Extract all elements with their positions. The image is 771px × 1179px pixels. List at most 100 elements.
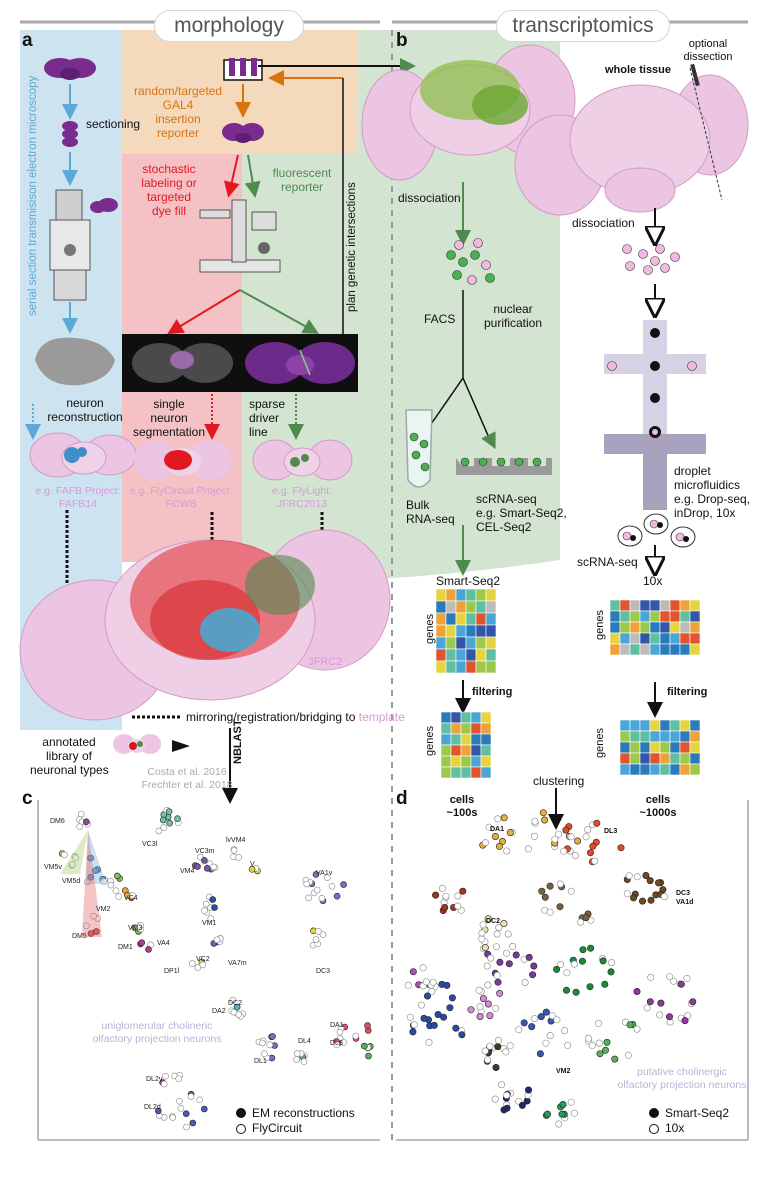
single-neuron-label: single neuron segmentation <box>132 397 206 439</box>
genes-label-2: genes <box>424 726 436 756</box>
dissociation-left-label: dissociation <box>398 191 461 205</box>
genes-label-4: genes <box>594 728 606 758</box>
glomerulus-label: DM1 <box>118 944 133 951</box>
droplet-cells-icon <box>617 513 696 548</box>
cluster-label: DL3 <box>604 828 618 835</box>
em-brain-icon <box>44 58 96 80</box>
cell-cluster <box>228 996 247 1020</box>
cell-cluster <box>361 1042 374 1060</box>
cell-cluster <box>333 1022 372 1049</box>
fafb-brain-icon <box>29 432 137 478</box>
glomerulus-label: VM3 <box>128 925 143 932</box>
glomerulus-label: DL2d <box>144 1104 161 1111</box>
glomerulus-label: DC2 <box>228 1000 243 1007</box>
flylight-label: e.g. FlyLight: JFRC2013 <box>271 485 333 510</box>
cluster-label: DA1 <box>490 826 505 833</box>
panel-letter-a: a <box>22 30 33 51</box>
cell-cluster <box>542 1098 578 1128</box>
em-legend-marker <box>236 1108 246 1118</box>
facs-label: FACS <box>424 312 456 326</box>
cell-cluster <box>255 1033 278 1062</box>
jfrc2-template-brain <box>19 529 391 721</box>
cell-cluster <box>551 819 625 866</box>
cell-cluster <box>633 973 697 1026</box>
cell-cluster <box>293 1050 308 1065</box>
cluster-label: VA1d <box>676 899 694 906</box>
filtering-left-label: filtering <box>472 686 513 698</box>
panel-letter-b: b <box>396 30 408 51</box>
cell-cluster <box>302 871 347 905</box>
bulk-tube-icon <box>405 409 433 488</box>
glomerulus-label: DM5 <box>72 933 87 940</box>
glomerulus-label: DP1l <box>164 968 180 975</box>
whole-tissue-label: whole tissue <box>605 64 672 76</box>
cell-cluster <box>58 850 79 869</box>
cell-cluster <box>479 809 582 855</box>
cell-cluster <box>491 1081 532 1114</box>
dissociation-right-label: dissociation <box>572 216 635 230</box>
em-section-stack-icon <box>62 121 78 147</box>
smartseq2-legend-label: Smart-Seq2 <box>665 1106 730 1120</box>
droplet-label: droplet microfluidics e.g. Drop-seq, inDrop… <box>674 464 751 520</box>
cell-cluster <box>210 935 224 947</box>
scrna-right-label: scRNA-seq <box>577 555 638 569</box>
cell-cluster <box>623 871 668 905</box>
cell-cluster <box>478 915 512 953</box>
transcriptomics-header: transcriptomics <box>496 10 670 42</box>
fly-vials-icon <box>223 58 263 81</box>
fluorescent-label: fluorescent reporter <box>272 166 332 194</box>
cell-cluster <box>538 880 595 926</box>
panel-letter-d: d <box>396 788 408 809</box>
glomerulus-label: DM6 <box>50 818 65 825</box>
citation-label: Costa et al. 2016 Frechter et al. 2018 <box>141 766 233 791</box>
panel-c-caption: uniglomerular cholineric olfactory projec… <box>92 1020 222 1045</box>
nuclear-purification-label: nuclear purification <box>483 302 543 330</box>
optional-dissection-label: optional dissection <box>683 38 733 63</box>
cell-cluster <box>188 958 207 971</box>
glomerulus-label: VA7m <box>228 960 247 967</box>
cell-cluster <box>515 1008 572 1058</box>
sparse-driver-label: sparse driver line <box>249 397 286 439</box>
cell-cluster <box>83 912 101 937</box>
cell-cluster <box>137 939 154 953</box>
tenx-raw-matrix <box>609 599 701 656</box>
nblast-cone <box>82 830 102 937</box>
dissociated-cells-right <box>622 244 680 275</box>
cells-left-label: cells ~100s <box>446 794 478 819</box>
genes-label-3: genes <box>594 610 606 640</box>
smartseq2-raw-matrix <box>435 588 497 674</box>
em-legend-label: EM reconstructions <box>252 1106 355 1120</box>
cell-cluster <box>584 1018 641 1063</box>
library-brain-icon <box>113 734 161 754</box>
em-vertical-label: serial section transmisison electron mic… <box>27 75 39 316</box>
glomerulus-label: VC2 <box>196 956 210 963</box>
flycircuit-legend-label: FlyCircuit <box>252 1121 302 1135</box>
glomerulus-label: lvVM4 <box>226 837 246 844</box>
flycircuit-label: e.g. FlyCircuit Project: FCWB <box>129 485 233 510</box>
glomerulus-label: DA1 <box>330 1022 344 1029</box>
glomerulus-label: DA2 <box>212 1008 226 1015</box>
flylight-brain-icon <box>252 439 353 481</box>
smartseq2-legend-marker <box>649 1108 659 1118</box>
glomerulus-label: VC3m <box>195 848 215 855</box>
glomerulus-label: VM5v <box>44 864 62 871</box>
em-slices-icon <box>90 198 118 213</box>
cell-cluster <box>201 893 218 922</box>
cell-cluster <box>159 1072 184 1088</box>
fafb-label: e.g. FAFB Project: FAFB14 <box>35 485 121 510</box>
sectioning-label: sectioning <box>86 117 141 131</box>
plan-intersections-label: plan genetic intersections <box>346 182 358 312</box>
cell-cluster <box>406 980 466 1046</box>
gal4-label: random/targeted GAL4 insertion reporter <box>133 84 223 140</box>
smartseq2-filtered-matrix <box>440 711 492 779</box>
glomerulus-label: VC3l <box>142 841 158 848</box>
cell-cluster <box>309 927 327 949</box>
stochastic-label: stochastic labeling or targeted dye fill <box>141 162 197 218</box>
mirroring-label: mirroring/registration/bridging to templ… <box>186 710 405 724</box>
cell-cluster <box>481 1036 514 1072</box>
glomerulus-label: VM1 <box>202 920 217 927</box>
genes-label-1: genes <box>424 614 436 644</box>
gal4-brain-icon <box>222 123 264 143</box>
